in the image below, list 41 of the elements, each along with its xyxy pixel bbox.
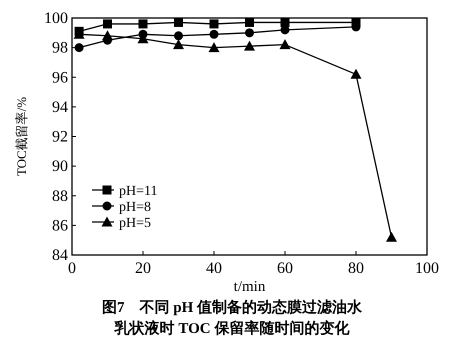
y-axis-title: TOC截留率/% [14,96,29,176]
point [138,30,148,39]
point [352,18,360,27]
x-axis-title: t/min [234,279,266,295]
point [74,26,84,36]
point [245,28,254,38]
y-tick-label: 98 [52,40,68,57]
text: 乳状液时 TOC 保留率随时间的变化 [114,319,350,337]
point [74,43,84,52]
point [210,30,218,39]
x-tick-label: 80 [348,260,364,277]
point [138,19,148,28]
y-tick-label: 100 [44,10,68,27]
point [245,18,254,27]
y-tick-label: 92 [52,128,68,146]
y-tick-label: 90 [52,158,68,176]
y-tick-label: 88 [52,188,68,205]
x-tick-label: 100 [415,260,439,277]
legend-label: pH=8 [119,200,152,215]
point [350,68,362,79]
x-tick-label: 0 [68,260,76,277]
point [210,19,218,28]
point [174,31,183,40]
point [173,39,184,50]
x-tick-label: 40 [206,260,222,277]
point [208,42,220,52]
x-tick-label: 60 [277,260,293,277]
point [174,18,183,27]
point [244,40,255,51]
legend-label: pH=11 [119,184,158,199]
point [280,39,290,50]
point [386,232,397,242]
y-tick-label: 96 [52,69,68,86]
y-tick-label: 94 [52,98,68,116]
x-tick-label: 20 [135,260,151,277]
legend-label: pH=5 [119,216,152,231]
point [103,19,112,28]
y-tick-label: 86 [52,217,68,234]
point [280,18,290,27]
y-tick-label: 84 [52,247,68,264]
text: 图7 不同 pH 值制备的动态膜过滤油水 [102,299,363,316]
